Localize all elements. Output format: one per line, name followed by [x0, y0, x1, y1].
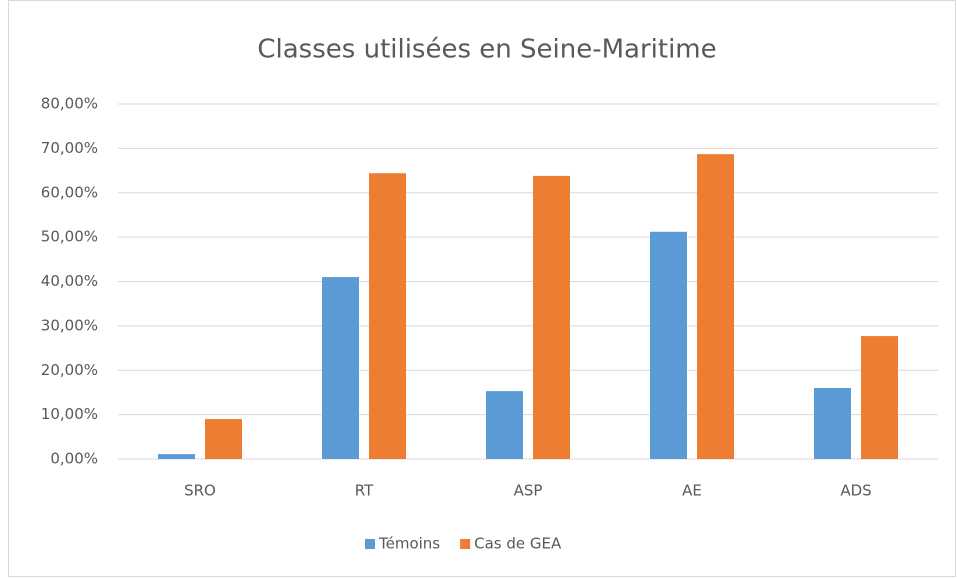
bar [205, 419, 242, 459]
bar [369, 173, 406, 459]
bar [158, 454, 195, 459]
y-tick-label: 70,00% [41, 139, 98, 157]
y-tick-label: 80,00% [41, 95, 98, 113]
y-tick-label: 0,00% [50, 450, 98, 468]
y-tick-label: 20,00% [41, 361, 98, 379]
bar [861, 336, 898, 459]
bar [650, 231, 687, 459]
bar [814, 388, 851, 459]
x-tick-label: RT [355, 482, 374, 500]
chart-frame [8, 0, 956, 577]
legend-swatch [460, 539, 471, 549]
bar [697, 154, 734, 460]
y-tick-label: 30,00% [41, 316, 98, 334]
legend-label: Cas de GEA [474, 535, 562, 553]
bar [322, 277, 359, 459]
x-tick-label: SRO [184, 482, 216, 500]
y-tick-label: 50,00% [41, 228, 98, 246]
legend-swatch [365, 539, 375, 549]
x-tick-label: ASP [514, 482, 543, 500]
bar [533, 175, 570, 459]
legend-label: Témoins [378, 535, 440, 553]
y-tick-label: 10,00% [41, 405, 98, 423]
x-tick-label: AE [682, 482, 702, 500]
y-tick-label: 40,00% [41, 272, 98, 290]
y-tick-label: 60,00% [41, 183, 98, 201]
x-tick-label: ADS [840, 482, 871, 500]
chart-title: Classes utilisées en Seine-Maritime [257, 35, 716, 65]
bar [486, 391, 523, 459]
